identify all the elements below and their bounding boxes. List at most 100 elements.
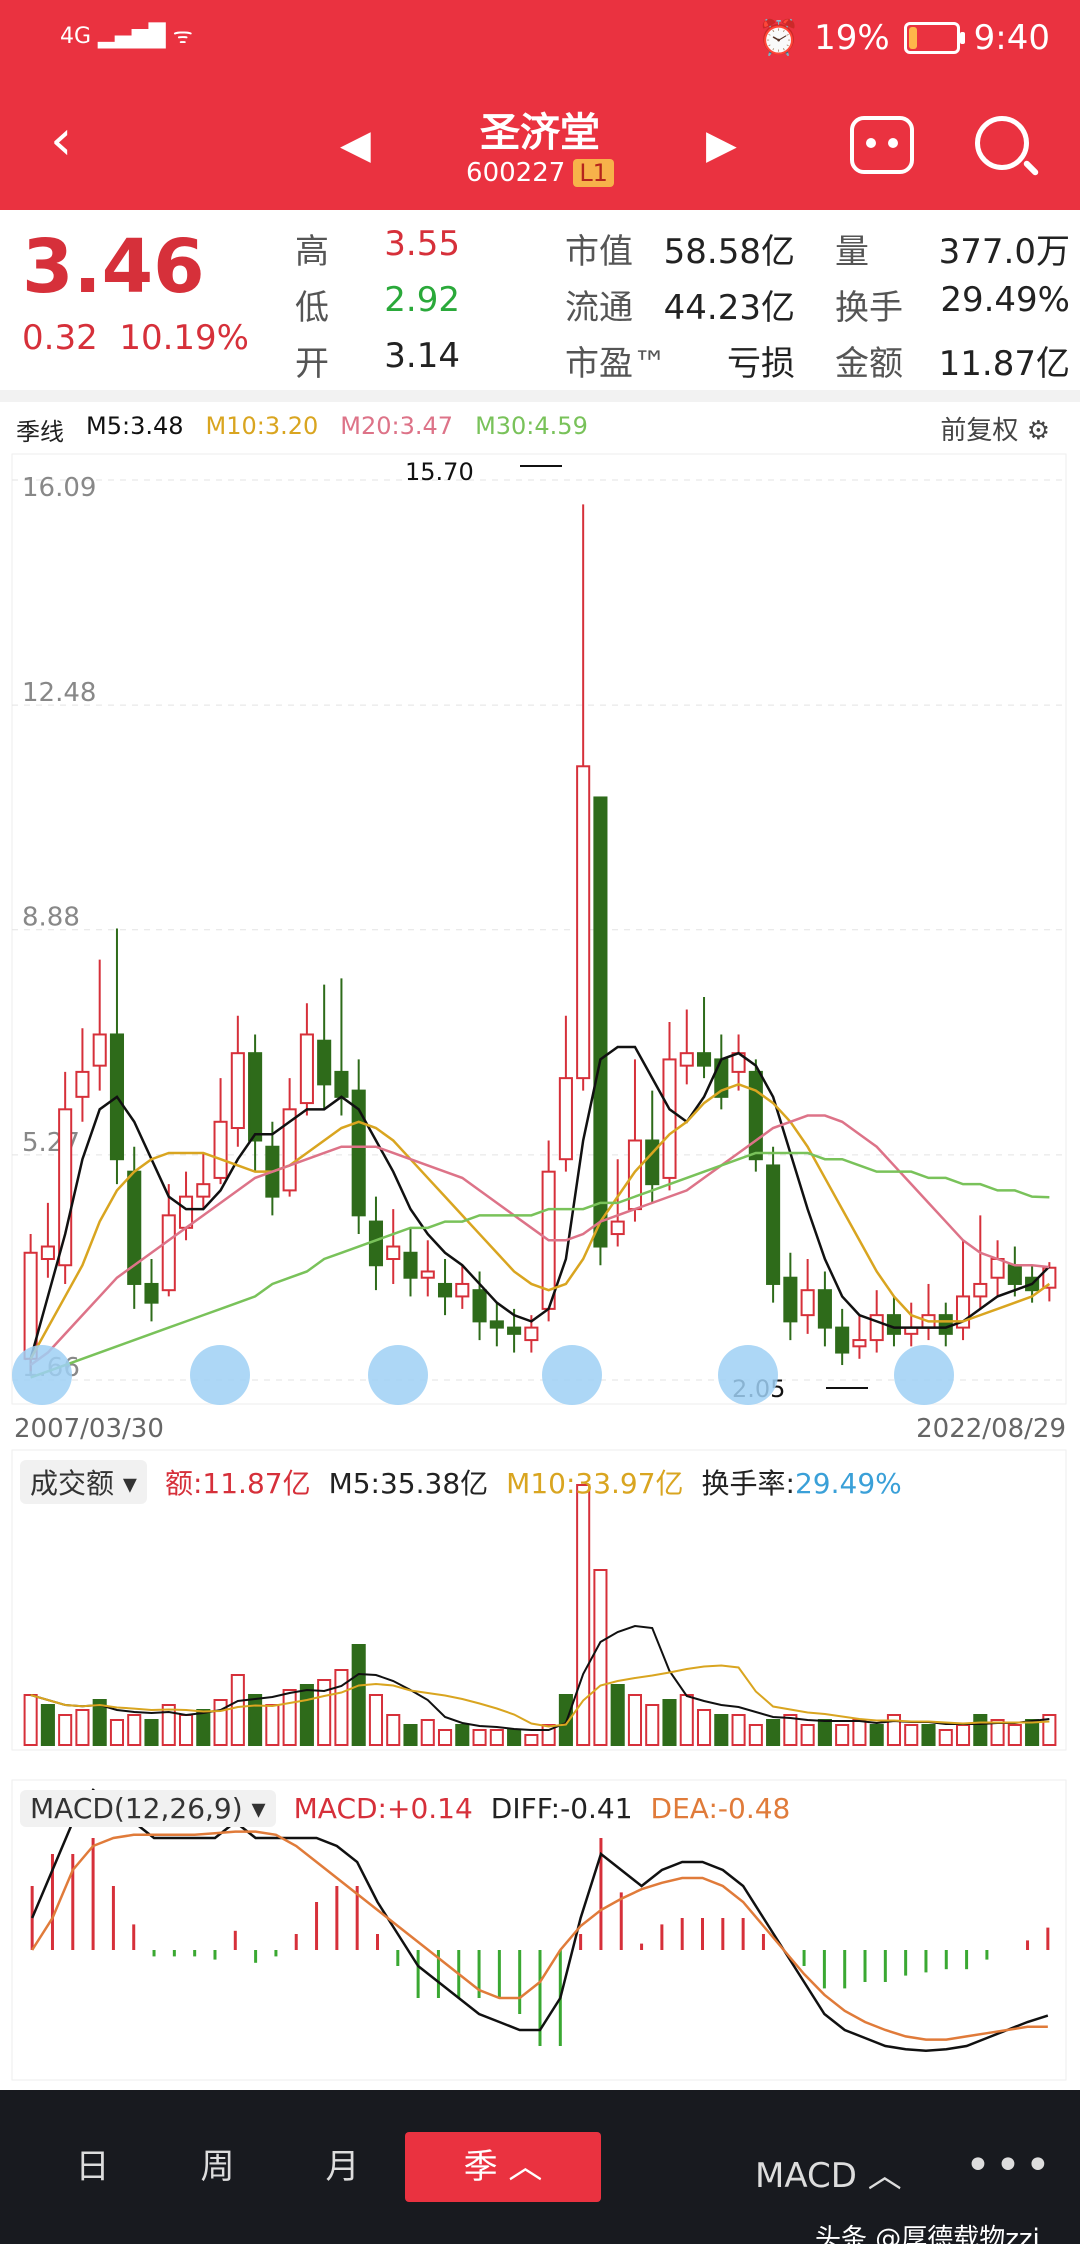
volume-bar xyxy=(230,1674,245,1746)
quote-value: 58.58亿 xyxy=(663,232,795,272)
pan-right-control-icon[interactable] xyxy=(718,1345,778,1405)
volume-bar xyxy=(610,1684,625,1746)
ma5-line xyxy=(29,1045,1051,1360)
period-label: 季线 xyxy=(16,418,64,446)
volume-bar xyxy=(23,1694,38,1746)
price-change: 0.32 10.19% xyxy=(22,318,249,358)
candle-body xyxy=(40,1245,55,1261)
volume-bar xyxy=(265,1704,280,1746)
change-value: 0.32 xyxy=(22,318,98,358)
gear-icon[interactable]: ⚙ xyxy=(1026,416,1050,446)
pan-left-control-icon[interactable] xyxy=(542,1345,602,1405)
volume-bar xyxy=(351,1644,366,1746)
volume-bar xyxy=(973,1714,988,1746)
volume-bar xyxy=(507,1729,522,1746)
volume-bar xyxy=(334,1669,349,1746)
macd-frame xyxy=(11,1779,1067,2081)
volume-indicator-name: 成交额 xyxy=(30,1467,115,1500)
date-end: 2022/08/29 xyxy=(916,1414,1066,1444)
volume-bar xyxy=(161,1704,176,1746)
y-tick-label: 16.09 xyxy=(22,473,96,503)
adjust-label: 前复权 xyxy=(940,416,1019,446)
candle-body xyxy=(886,1314,902,1335)
prev-stock-icon[interactable]: ◀ xyxy=(340,122,371,168)
candle-body xyxy=(507,1326,522,1335)
tab-period-0[interactable]: 日 xyxy=(75,2147,110,2187)
robot-icon[interactable] xyxy=(850,116,914,174)
ma30-label: M30:4.59 xyxy=(475,412,588,440)
volume-bar xyxy=(645,1704,660,1746)
next-stock-icon[interactable]: ▶ xyxy=(706,122,737,168)
diff-value: DIFF:-0.41 xyxy=(490,1792,633,1825)
volume-bar xyxy=(75,1709,90,1746)
candle-body xyxy=(437,1282,453,1298)
tab-period-1[interactable]: 周 xyxy=(200,2147,235,2187)
zoom-out-control-icon[interactable] xyxy=(368,1345,428,1405)
zoom-in-control-icon[interactable] xyxy=(190,1345,250,1405)
candle-body xyxy=(58,1108,73,1267)
quote-value: 3.55 xyxy=(384,224,460,264)
candle-body xyxy=(817,1289,832,1329)
volume-bar xyxy=(921,1724,936,1746)
volume-bar xyxy=(178,1714,194,1746)
candle-body xyxy=(196,1183,211,1198)
adjust-setting[interactable]: 前复权 ⚙ xyxy=(940,410,1050,447)
volume-bar xyxy=(437,1729,453,1746)
volume-bar xyxy=(886,1714,902,1746)
quote-value: 44.23亿 xyxy=(663,288,795,328)
search-icon[interactable] xyxy=(975,116,1029,170)
candle-body xyxy=(403,1251,418,1279)
fullscreen-control-icon[interactable] xyxy=(894,1345,954,1405)
volume-bar xyxy=(109,1719,125,1746)
candle-body xyxy=(472,1289,487,1323)
quote-label: 高 xyxy=(295,232,329,272)
stock-code: 600227 xyxy=(466,158,566,188)
volume-bar xyxy=(248,1694,263,1746)
macd-indicator-name: MACD(12,26,9) xyxy=(30,1792,243,1825)
change-percent: 10.19% xyxy=(119,318,249,358)
quote-value: 29.49% xyxy=(940,280,1070,320)
ma20-label: M20:3.47 xyxy=(340,412,454,440)
volume-bar xyxy=(627,1694,643,1746)
macd-indicator-select[interactable]: MACD(12,26,9) ▾ xyxy=(20,1790,276,1827)
ma5-label: M5:3.48 xyxy=(86,412,184,440)
candle-body xyxy=(852,1339,867,1348)
volume-bar xyxy=(455,1724,470,1746)
macd-line xyxy=(31,1788,1049,2053)
candle-body xyxy=(317,1039,332,1086)
candle-body xyxy=(489,1320,504,1329)
quote-value: 11.87亿 xyxy=(938,344,1070,384)
signal-icon: 4G ▂▄▆█ ᯤ xyxy=(60,24,193,49)
volume-bar xyxy=(869,1724,884,1746)
turnover-value: 29.49% xyxy=(794,1467,902,1500)
candle-body xyxy=(748,1070,763,1161)
candle-body xyxy=(299,1033,314,1105)
watermark: 头条 @厚德载物zzj xyxy=(815,2224,1040,2254)
tab-period-2[interactable]: 月 xyxy=(325,2147,360,2187)
candle-body xyxy=(593,796,608,1248)
indicator-select[interactable]: MACD ︿ xyxy=(755,2156,902,2196)
volume-bar xyxy=(955,1724,971,1746)
clock: 9:40 xyxy=(973,18,1050,58)
tab-period-3[interactable]: 季 ︿ xyxy=(405,2132,601,2202)
candle-body xyxy=(282,1108,297,1192)
stock-code-row: 600227 L1 xyxy=(0,158,1080,188)
kline-frame xyxy=(11,453,1067,1405)
volume-m5: M5:35.38亿 xyxy=(328,1467,489,1500)
volume-bar xyxy=(800,1724,815,1746)
volume-bar xyxy=(58,1714,73,1746)
quote-label: 市值 xyxy=(565,232,633,272)
candle-body xyxy=(455,1282,470,1298)
volume-bar xyxy=(386,1714,401,1746)
left-control-icon[interactable] xyxy=(12,1345,72,1405)
back-icon[interactable]: ‹ xyxy=(50,108,73,173)
candle-body xyxy=(248,1052,263,1142)
more-icon[interactable]: ••• xyxy=(965,2140,1055,2191)
quote-label: 开 xyxy=(295,344,329,384)
period-tabs: 日 周 月 季 ︿ xyxy=(30,2132,601,2202)
volume-bar xyxy=(714,1714,729,1746)
volume-bar xyxy=(662,1699,677,1746)
volume-indicator-select[interactable]: 成交额 ▾ xyxy=(20,1460,147,1504)
ma10-line xyxy=(29,1083,1051,1360)
